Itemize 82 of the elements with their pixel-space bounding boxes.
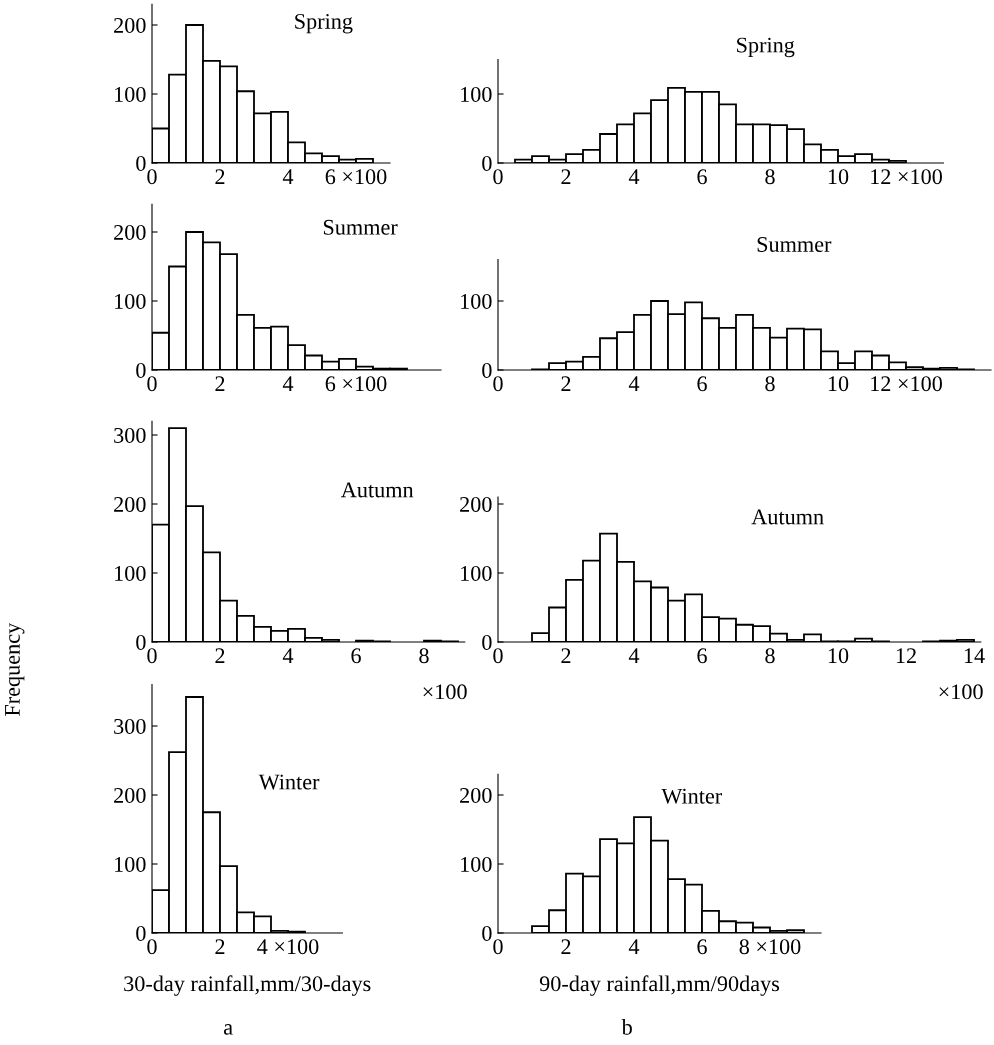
x-tick-label: 0 (493, 939, 503, 955)
chart-title: Spring (295, 13, 353, 34)
y-tick-label: 100 (115, 856, 146, 872)
text: Autumn (341, 482, 414, 498)
x-tick-label: 10 (828, 169, 849, 185)
x-tick-label: 10 (828, 648, 849, 664)
y-tick-label: 200 (114, 17, 146, 33)
x-tick-label: 0 (147, 376, 157, 392)
x-tick-label: 8 (765, 169, 775, 185)
x-tick-label: 4 (628, 169, 640, 184)
y-tick-label: 300 (114, 427, 146, 443)
y-tick-label: 0 (136, 925, 146, 941)
x-tick-label: 6 (351, 648, 361, 664)
x-tick-label: 4 (282, 376, 294, 391)
text: a (224, 1024, 233, 1035)
text: b (621, 1019, 632, 1035)
y-tick-label: 100 (461, 856, 492, 872)
y-tick-label: 200 (114, 787, 146, 803)
x-tick-label: 0 (147, 939, 157, 955)
y-tick-label: 0 (482, 362, 492, 378)
y-tick-label: 100 (115, 86, 146, 102)
x-tick-label: 0 (147, 648, 157, 664)
y-tick-label: 200 (114, 224, 146, 240)
x-tick-label: 6 (697, 939, 707, 955)
x-tick-label: 2 (215, 939, 225, 954)
chart-title: Spring (737, 37, 795, 58)
y-tick-label: 200 (460, 496, 492, 512)
y-tick-label: 300 (114, 718, 146, 734)
x-tick-label: 4 (628, 648, 640, 663)
x-tick-label: 0 (493, 648, 503, 664)
x-tick-label: 4 (282, 169, 294, 184)
y-tick-label: 200 (114, 496, 146, 512)
text: Winter (258, 774, 320, 790)
x-tick-label: 0 (147, 169, 157, 185)
x-tick-label: 6 (697, 648, 707, 664)
x-tick-label: 6 (697, 169, 707, 185)
chart-title: Summer (757, 236, 832, 252)
x-tick-label: 4 (628, 376, 640, 391)
y-tick-label: 0 (482, 155, 492, 171)
y-tick-label: 100 (461, 565, 492, 581)
x-tick-label: 12 (896, 648, 916, 663)
y-tick-label: 200 (460, 787, 492, 803)
x-tick-label: 2 (561, 376, 571, 391)
x-tick-label: 12 ×100 (871, 169, 942, 185)
text: ×100 (939, 684, 983, 700)
y-tick-label: 0 (136, 155, 146, 171)
x-tick-label: 0 (493, 169, 503, 185)
y-tick-label: 100 (461, 86, 492, 102)
x-tick-label: 10 (828, 376, 849, 392)
x-tick-label: 2 (215, 648, 225, 663)
x-tick-label: 2 (561, 169, 571, 184)
x-tick-label: 8 (419, 648, 429, 664)
x-tick-label: 6 ×100 (325, 376, 387, 392)
x-tick-label: 6 ×100 (325, 169, 387, 185)
x-tick-label: 6 (697, 376, 707, 392)
y-tick-label: 0 (482, 634, 492, 650)
x-axis-title: 90-day rainfall,mm/90days (539, 975, 780, 996)
text: Summer (323, 219, 398, 235)
x-tick-label: 8 ×100 (739, 939, 801, 955)
y-tick-label: 100 (461, 293, 492, 309)
x-tick-label: 0 (493, 376, 503, 392)
y-tick-label: 0 (482, 925, 492, 941)
x-tick-label: 14 (964, 648, 985, 663)
y-tick-label: 100 (115, 293, 146, 309)
text: ×100 (423, 684, 467, 700)
x-tick-label: 2 (561, 939, 571, 954)
x-tick-label: 2 (215, 169, 225, 184)
x-tick-label: 8 (765, 648, 775, 664)
y-axis-title: Frequency (5, 622, 25, 716)
x-tick-label: 2 (215, 376, 225, 391)
x-tick-label: 2 (561, 648, 571, 663)
x-tick-label: 8 (765, 376, 775, 392)
x-tick-label: 4 (628, 939, 640, 954)
y-tick-label: 0 (136, 634, 146, 650)
x-tick-label: 12 ×100 (871, 376, 942, 392)
x-axis-title: 30-day rainfall,mm/30-days (124, 975, 371, 996)
x-tick-label: 4 (282, 648, 294, 663)
y-tick-label: 0 (136, 362, 146, 378)
y-tick-label: 100 (115, 565, 146, 581)
x-tick-label: 4 ×100 (257, 939, 319, 955)
chart-title: Winter (661, 788, 723, 804)
chart-title: Autumn (751, 509, 824, 525)
